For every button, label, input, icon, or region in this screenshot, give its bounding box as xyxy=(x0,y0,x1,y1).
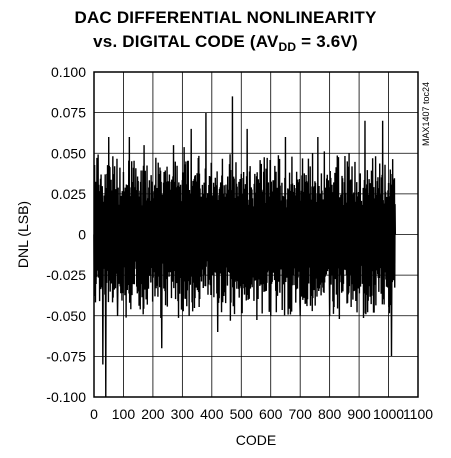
x-tick-label: 900 xyxy=(347,406,371,422)
x-axis-label: CODE xyxy=(236,432,276,448)
title-line2-prefix: vs. DIGITAL CODE (AV xyxy=(93,32,279,51)
y-axis-label: DNL (LSB) xyxy=(15,201,31,268)
title-subscript: DD xyxy=(278,40,297,54)
part-number-note: MAX1407 toc24 xyxy=(421,82,431,146)
y-tick-label: 0.025 xyxy=(51,186,86,202)
x-tick-label: 0 xyxy=(90,406,98,422)
chart-title-line2: vs. DIGITAL CODE (AVDD = 3.6V) xyxy=(0,32,451,54)
y-tick-labels: 0.100 0.075 0.050 0.025 0 -0.025 -0.050 -0.075 -… xyxy=(46,64,86,405)
x-tick-label: 1100 xyxy=(403,406,433,422)
y-tick-label: 0 xyxy=(78,227,86,243)
chart-title-line1: DAC DIFFERENTIAL NONLINEARITY xyxy=(74,8,377,27)
title-line2-suffix: = 3.6V) xyxy=(296,32,358,51)
y-tick-label: -0.050 xyxy=(46,308,86,324)
data-series xyxy=(93,96,397,398)
y-tick-label: 0.075 xyxy=(51,105,86,121)
x-tick-label: 800 xyxy=(318,406,342,422)
x-tick-label: 100 xyxy=(112,406,136,422)
y-tick-label: -0.100 xyxy=(46,389,86,405)
dnl-series-line xyxy=(93,96,397,398)
x-tick-label: 200 xyxy=(141,406,165,422)
x-tick-label: 500 xyxy=(230,406,254,422)
x-tick-label: 300 xyxy=(171,406,195,422)
y-tick-label: -0.025 xyxy=(46,267,86,283)
y-tick-label: 0.050 xyxy=(51,145,86,161)
y-tick-label: 0.100 xyxy=(51,64,86,80)
plot-frame xyxy=(93,71,419,398)
x-tick-label: 600 xyxy=(259,406,283,422)
x-tick-label: 400 xyxy=(200,406,224,422)
x-tick-label: 700 xyxy=(289,406,313,422)
y-tick-label: -0.075 xyxy=(46,348,86,364)
x-tick-label: 1000 xyxy=(373,406,404,422)
